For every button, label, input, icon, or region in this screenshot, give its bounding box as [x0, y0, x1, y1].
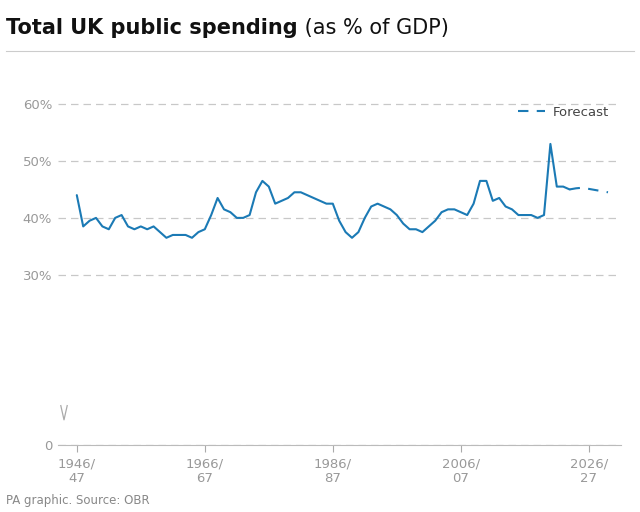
Text: (as % of GDP): (as % of GDP) — [298, 18, 449, 38]
Text: PA graphic. Source: OBR: PA graphic. Source: OBR — [6, 494, 150, 507]
Text: Total UK public spending: Total UK public spending — [6, 18, 298, 38]
Legend: Forecast: Forecast — [513, 101, 614, 124]
